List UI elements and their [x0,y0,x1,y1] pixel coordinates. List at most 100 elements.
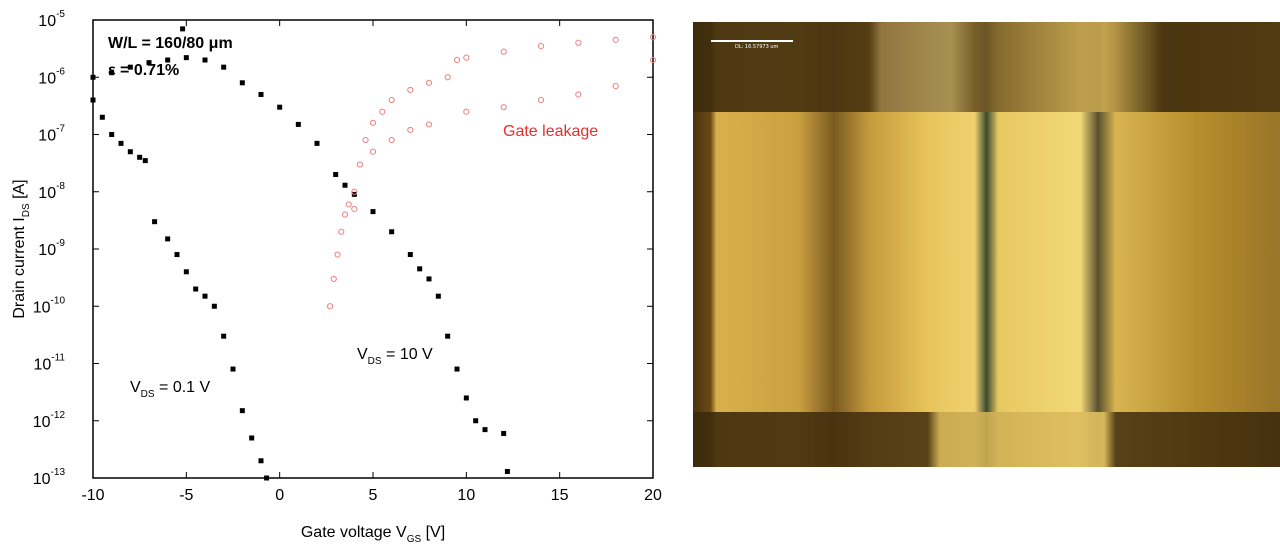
y-tick-base: 10 [33,299,51,316]
data-point [445,334,450,339]
data-point [483,427,488,432]
data-point [389,229,394,234]
x-tick-label: 20 [644,487,662,504]
data-point [538,97,543,102]
annotation-main: W/L = 160/80 μm [108,35,233,52]
y-axis-label-rest: [A] [11,179,28,203]
data-point [296,122,301,127]
data-point [342,212,347,217]
data-point [335,252,340,257]
data-point [464,395,469,400]
annotation: Gate leakage [503,123,598,140]
y-tick-label: 10-12 [33,410,66,431]
data-point [143,158,148,163]
data-point [231,367,236,372]
y-tick-base: 10 [38,13,56,30]
data-point [445,75,450,80]
data-point [426,80,431,85]
data-point [380,109,385,114]
data-point [576,92,581,97]
annotation-rest: = 10 V [382,346,433,363]
data-point [436,294,441,299]
annotation: W/L = 160/80 μm [108,35,233,52]
data-point [193,287,198,292]
data-point [91,75,96,80]
micrograph-region [693,22,1280,112]
y-tick-exponent: -6 [56,66,65,77]
x-axis-label: Gate voltage VGS [V] [301,524,445,544]
annotation-sub: DS [368,356,382,367]
y-tick-label: 10-6 [38,66,65,87]
x-tick-label: 10 [457,487,475,504]
y-axis-label: Drain current IDS [A] [11,179,32,318]
annotation-main: V [130,379,141,396]
y-tick-base: 10 [38,128,56,145]
y-tick-label: 10-11 [33,353,65,374]
data-point [100,115,105,120]
data-point [363,137,368,142]
y-tick-label: 10-8 [38,181,65,202]
data-point [389,137,394,142]
y-tick-base: 10 [33,414,51,431]
data-point [408,87,413,92]
data-point [249,435,254,440]
data-point [119,141,124,146]
data-point [454,57,459,62]
data-point [501,431,506,436]
y-tick-label: 10-9 [38,238,65,259]
y-tick-base: 10 [38,185,56,202]
y-tick-label: 10-10 [33,295,66,316]
x-tick-label: 5 [369,487,378,504]
data-point [371,209,376,214]
y-tick-exponent: -10 [51,295,66,306]
data-point [203,58,208,63]
data-point [408,127,413,132]
data-point [203,294,208,299]
scale-bar [711,40,793,42]
data-point [501,49,506,54]
y-tick-exponent: -5 [56,9,65,20]
y-tick-base: 10 [33,357,51,374]
data-point [538,44,543,49]
data-point [137,155,142,160]
data-point [327,304,332,309]
plot-frame [93,20,653,478]
x-axis-label-sub: GS [407,534,422,544]
data-point [464,55,469,60]
data-point [613,37,618,42]
data-point [264,476,269,481]
page: -10-50510152010-1310-1210-1110-1010-910-… [0,0,1280,544]
data-point [165,236,170,241]
data-point [455,367,460,372]
data-point [613,84,618,89]
data-point [315,141,320,146]
x-tick-label: 15 [551,487,569,504]
data-point [109,132,114,137]
data-point [240,80,245,85]
data-point [408,252,413,257]
data-point [417,266,422,271]
data-point [357,162,362,167]
y-tick-exponent: -13 [51,467,66,478]
data-point [331,276,336,281]
micrograph-region [693,412,1280,467]
x-tick-label: -5 [179,487,193,504]
annotation-rest: = 0.1 V [155,379,211,396]
micrograph: DL: 16.57973 um [693,22,1280,467]
data-point [184,55,189,60]
x-tick-label: -10 [81,487,104,504]
annotation-sub: DS [141,389,155,400]
data-point [501,105,506,110]
data-point [259,458,264,463]
data-point [180,26,185,31]
data-point [184,269,189,274]
data-point [221,334,226,339]
data-point [277,105,282,110]
data-point [505,469,510,474]
data-point [370,120,375,125]
data-point [464,109,469,114]
y-tick-base: 10 [38,242,56,259]
data-point [91,98,96,103]
annotation-main: Gate leakage [503,123,598,140]
